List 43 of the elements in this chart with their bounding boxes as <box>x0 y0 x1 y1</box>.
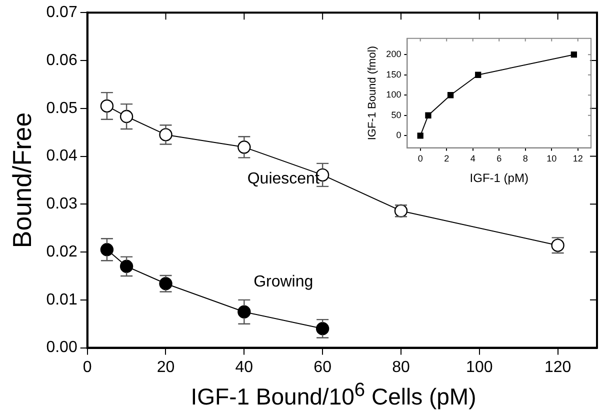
x-tick-label: 60 <box>314 358 332 376</box>
x-tick-label: 0 <box>82 358 92 376</box>
x-tick-label: 40 <box>235 358 254 376</box>
x-tick-label: 20 <box>156 358 175 376</box>
point <box>425 112 432 118</box>
y-tick-label: 0.02 <box>46 243 78 260</box>
x-tick-label: 100 <box>466 358 493 376</box>
y-tick-label: 0.06 <box>46 52 78 69</box>
y-tick-label: 0.05 <box>46 100 78 117</box>
y-tick-label: 0.00 <box>46 339 78 356</box>
point <box>100 99 114 113</box>
x-tick-label: 80 <box>392 358 410 376</box>
series-label: Quiescent <box>247 170 320 188</box>
point <box>100 243 114 256</box>
x-axis-title: IGF-1 Bound/10$^{6}$ Cells (pM) <box>190 380 478 411</box>
y-tick-label: 0.07 <box>46 4 78 22</box>
x-axis-title: IGF-1 (pM) <box>470 171 528 186</box>
point <box>417 132 424 139</box>
y-tick-label: 0.04 <box>46 148 78 165</box>
x-tick-label: 0 <box>418 154 423 164</box>
x-tick-label: 8 <box>522 154 528 164</box>
y-axis-title: Bound/Free <box>6 112 37 248</box>
x-tick-label: 12 <box>572 154 583 164</box>
point <box>238 305 251 318</box>
point <box>570 52 578 58</box>
y-axis-title: IGF-1 Bound (fmol) <box>366 46 379 140</box>
y-tick-label: 0.01 <box>46 291 78 308</box>
x-tick-label: 2 <box>444 154 450 164</box>
x-tick-label: 4 <box>470 154 476 164</box>
y-tick-label: 200 <box>386 49 402 60</box>
series-label: Growing <box>254 274 314 291</box>
x-tick-label: 10 <box>546 154 557 164</box>
x-tick-label: 120 <box>544 358 572 376</box>
y-tick-label: 50 <box>391 110 402 120</box>
point <box>475 72 482 78</box>
y-tick-label: 0.03 <box>46 196 78 213</box>
point <box>120 110 134 124</box>
point <box>447 92 454 98</box>
y-tick-label: 100 <box>386 90 402 100</box>
y-tick-label: 0 <box>396 130 402 140</box>
x-tick-label: 6 <box>496 154 502 164</box>
y-tick-label: 150 <box>386 69 402 80</box>
point <box>238 140 251 154</box>
